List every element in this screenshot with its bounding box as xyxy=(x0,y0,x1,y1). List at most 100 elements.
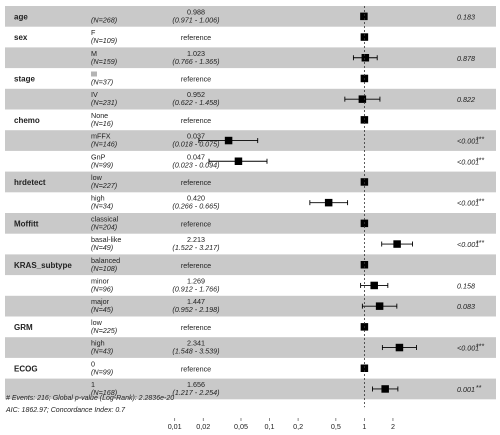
n-label: (N=168) xyxy=(91,388,117,397)
variable-label: Moffitt xyxy=(14,219,39,228)
footnote-events: # Events: 216; Global p-value (Log-Rank)… xyxy=(6,395,174,402)
x-tick-label: 0,01 xyxy=(168,422,182,431)
row-band xyxy=(5,254,496,276)
ci-label: (0.018 - 0.075) xyxy=(172,140,219,149)
level-label: low xyxy=(91,173,103,182)
ci-label: (0.952 - 2.198) xyxy=(172,305,219,314)
estimate-label: reference xyxy=(181,178,211,187)
row-band xyxy=(5,378,496,400)
level-label: mFFX xyxy=(91,132,111,141)
n-label: (N=159) xyxy=(91,57,117,66)
estimate-label: 1.656 xyxy=(187,380,205,389)
n-label: (N=16) xyxy=(91,119,113,128)
x-tick-label: 0,05 xyxy=(234,422,248,431)
n-label: (N=268) xyxy=(91,15,117,24)
level-label: 0 xyxy=(91,359,95,368)
significance-stars: *** xyxy=(476,238,485,247)
ci-label: (1.522 - 3.217) xyxy=(172,243,219,252)
level-label: minor xyxy=(91,276,110,285)
n-label: (N=204) xyxy=(91,222,117,231)
estimate-label: 0.988 xyxy=(187,7,205,16)
level-label: M xyxy=(91,49,97,58)
estimate-label: 1.269 xyxy=(187,276,205,285)
plot-marks xyxy=(198,6,417,408)
variable-label: sex xyxy=(14,33,28,42)
level-label: III xyxy=(91,69,97,78)
estimate-point xyxy=(234,157,243,165)
footnote-aic: AIC: 1862.97; Concordance Index: 0.7 xyxy=(5,407,126,414)
estimate-label: reference xyxy=(181,74,211,83)
row-band xyxy=(5,6,496,27)
variable-label: GRM xyxy=(14,323,33,332)
p-value: <0.001 xyxy=(457,240,479,249)
estimate-label: reference xyxy=(181,364,211,373)
level-label: None xyxy=(91,111,108,120)
ci-label: (0.622 - 1.458) xyxy=(172,98,219,107)
p-value: 0.001 xyxy=(457,385,475,394)
x-tick-label: 0,2 xyxy=(293,422,303,431)
n-label: (N=146) xyxy=(91,140,117,149)
level-label: major xyxy=(91,297,110,306)
variable-label: chemo xyxy=(14,116,40,125)
significance-stars: *** xyxy=(476,155,485,164)
n-label: (N=108) xyxy=(91,264,117,273)
n-label: (N=43) xyxy=(91,347,113,356)
n-label: (N=49) xyxy=(91,243,113,252)
estimate-point xyxy=(360,12,368,21)
ci-label: (1.548 - 3.539) xyxy=(172,347,219,356)
level-label: IV xyxy=(91,90,98,99)
level-label: low xyxy=(91,318,103,327)
ci-label: (0.971 - 1.006) xyxy=(172,15,219,24)
p-value: 0.878 xyxy=(457,54,475,63)
p-value: <0.001 xyxy=(457,344,479,353)
row-band xyxy=(5,88,496,110)
estimate-point xyxy=(360,261,369,269)
n-label: (N=227) xyxy=(91,181,117,190)
estimate-point xyxy=(393,240,401,248)
p-value: <0.001 xyxy=(457,137,479,146)
estimate-point xyxy=(360,178,369,186)
ci-label: (0.023 - 0.094) xyxy=(172,160,219,169)
n-label: (N=96) xyxy=(91,284,113,293)
level-label: 1 xyxy=(91,380,95,389)
estimate-label: 0.420 xyxy=(187,194,205,203)
estimate-label: 2.213 xyxy=(187,235,205,244)
row-bands xyxy=(5,6,496,400)
n-label: (N=99) xyxy=(91,160,113,169)
ci-label: (1.217 - 2.254) xyxy=(172,388,219,397)
n-label: (N=109) xyxy=(91,36,117,45)
significance-stars: *** xyxy=(476,135,485,144)
ci-label: (0.266 - 0.665) xyxy=(172,202,219,211)
x-axis: 0,01 0,02 0,05 0,1 0,2 0,5 1 2 xyxy=(168,418,395,431)
significance-stars: ** xyxy=(476,383,482,392)
estimate-point xyxy=(324,198,333,207)
variable-label: age xyxy=(14,12,28,21)
estimate-point xyxy=(358,95,367,103)
estimate-label: 1.023 xyxy=(187,49,205,58)
p-value: 0.183 xyxy=(457,12,475,21)
variable-label: stage xyxy=(14,74,35,83)
estimate-label: 0.047 xyxy=(187,152,205,161)
row-band xyxy=(5,47,496,69)
estimate-label: 1.447 xyxy=(187,297,205,306)
significance-stars: *** xyxy=(476,342,485,351)
level-label: basal-like xyxy=(91,235,121,244)
variable-label: KRAS_subtype xyxy=(14,261,72,270)
p-value: 0.158 xyxy=(457,281,475,290)
variable-label: hrdetect xyxy=(14,178,46,187)
estimate-label: reference xyxy=(181,323,211,332)
estimate-label: reference xyxy=(181,261,211,270)
n-label: (N=225) xyxy=(91,326,117,335)
row-labels: age (N=268)0.988(0.971 - 1.006) 0.183sexF(… xyxy=(14,7,485,397)
p-value: <0.001 xyxy=(457,199,479,208)
n-label: (N=99) xyxy=(91,367,113,376)
p-value: 0.083 xyxy=(457,302,475,311)
level-label: balanced xyxy=(91,256,120,265)
estimate-point xyxy=(360,364,369,372)
p-value: <0.001 xyxy=(457,157,479,166)
row-band xyxy=(5,295,496,317)
estimate-point xyxy=(361,54,370,62)
estimate-label: reference xyxy=(181,33,211,42)
row-band xyxy=(5,171,496,193)
